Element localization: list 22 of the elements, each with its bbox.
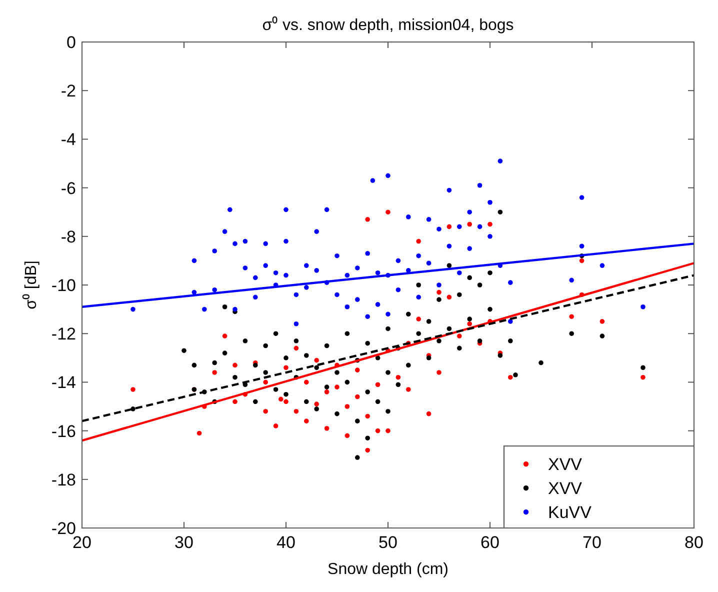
x-tick-label: 80 [684,533,704,552]
y-tick-label: -4 [60,130,76,150]
y-tick-label: -14 [51,373,76,392]
legend-label: KuVV [548,502,592,522]
y-tick-label: -18 [51,470,76,490]
y-tick-label: -12 [51,324,76,344]
legend-label: XVV [548,454,583,474]
y-axis-title: σ⁰ [dB] [22,260,40,310]
legend-label: XVV [548,478,583,498]
y-tick-label: -8 [60,227,76,246]
y-tick-label: -2 [60,82,76,101]
y-tick-label: 0 [66,32,76,52]
y-tick-label: -16 [51,422,76,441]
y-tick-label: -10 [51,276,76,295]
chart-title: σ⁰ vs. snow depth, mission04, bogs [262,16,514,34]
x-axis-title: Snow depth (cm) [328,561,448,578]
x-tick-label: 50 [378,533,398,552]
x-tick-label: 30 [174,533,194,552]
y-tick-label: -6 [60,178,76,198]
x-tick-label: 60 [480,533,500,552]
x-tick-label: 70 [582,533,602,552]
x-tick-label: 40 [276,533,296,552]
